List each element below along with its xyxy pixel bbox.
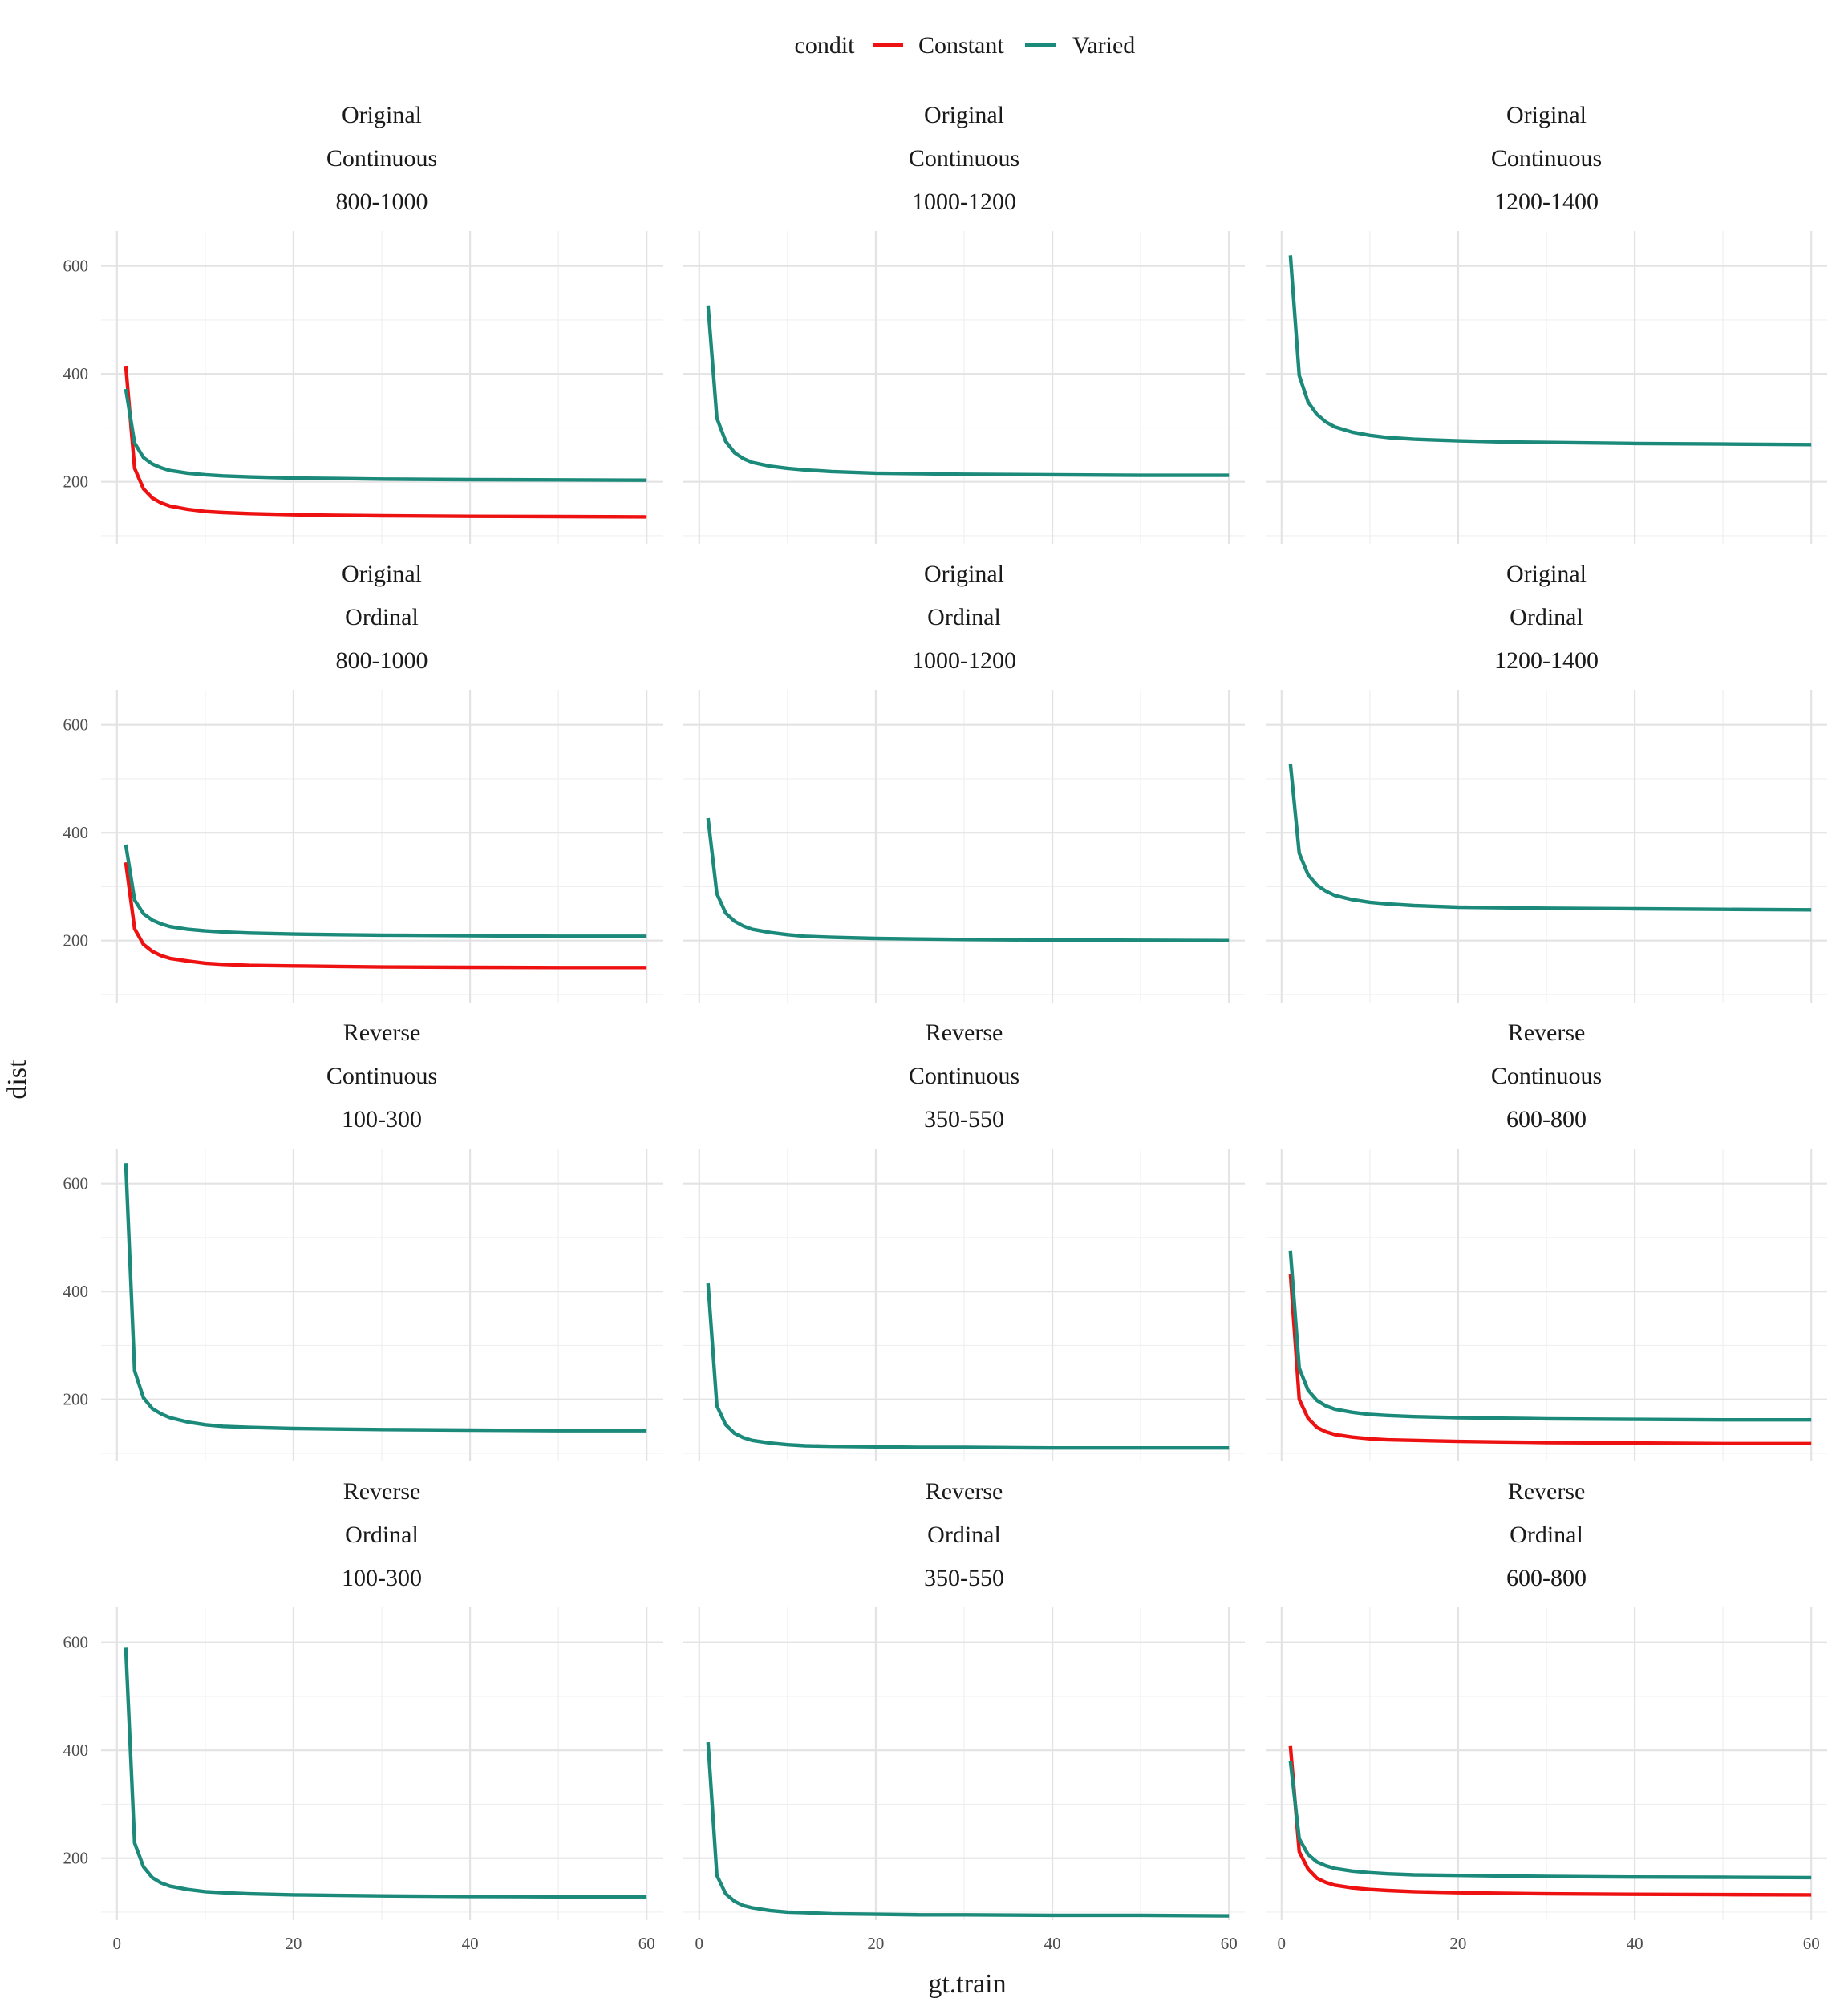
y-tick-label: 600 <box>63 715 89 735</box>
strip-label: Original <box>924 561 1004 587</box>
x-tick-label: 60 <box>1221 1934 1238 1953</box>
y-tick-label: 200 <box>63 931 89 950</box>
series-line-varied <box>1288 763 1812 912</box>
x-tick-label: 60 <box>1803 1934 1820 1953</box>
x-tick-label: 0 <box>1278 1934 1287 1953</box>
y-tick-label: 200 <box>63 472 89 492</box>
strip-label: Original <box>342 561 422 587</box>
strip-label: Original <box>342 102 422 128</box>
strip-label: Ordinal <box>345 604 419 630</box>
facet-panel: Reverse Ordinal 350-550 0 20 40 60 <box>683 1478 1245 1953</box>
series-line-varied <box>124 1647 647 1899</box>
strip-label: Continuous <box>909 1063 1019 1089</box>
series-line-constant <box>1288 1745 1812 1897</box>
strip-label: Continuous <box>909 145 1019 172</box>
x-tick-label: 20 <box>1449 1934 1466 1953</box>
series-line-constant <box>124 365 647 519</box>
y-tick-label: 600 <box>63 1633 89 1652</box>
x-tick-label: 60 <box>638 1934 655 1953</box>
strip-label: Ordinal <box>1510 604 1583 630</box>
series-line-varied <box>706 1741 1230 1918</box>
facet-panel: Original Continuous 1000-1200 <box>683 102 1245 544</box>
strip-label: 600-800 <box>1506 1106 1587 1133</box>
y-tick-label: 200 <box>63 1390 89 1409</box>
strip-label: Reverse <box>343 1019 421 1046</box>
strip-label: Ordinal <box>927 1522 1001 1548</box>
y-tick-label: 400 <box>63 1741 89 1760</box>
legend: condit Constant Varied <box>795 32 1136 59</box>
strip-label: Reverse <box>1508 1019 1586 1046</box>
facet-panel: Original Continuous 800-1000 200 400 600 <box>63 102 663 544</box>
series-line-constant <box>124 861 647 970</box>
strip-label: Ordinal <box>1510 1522 1583 1548</box>
x-tick-label: 20 <box>867 1934 884 1953</box>
strip-label: Reverse <box>1508 1478 1586 1505</box>
series-line-varied <box>1288 1761 1812 1880</box>
strip-label: Ordinal <box>345 1522 419 1548</box>
strip-label: Reverse <box>926 1478 1003 1505</box>
y-tick-label: 400 <box>63 823 89 842</box>
series-line-varied <box>706 1283 1230 1450</box>
series-line-varied <box>706 817 1230 942</box>
facet-panel: Original Continuous 1200-1400 <box>1266 102 1827 544</box>
strip-label: Continuous <box>1491 145 1602 172</box>
strip-label: 1200-1400 <box>1494 188 1599 215</box>
facet-panel: Original Ordinal 800-1000 200 400 600 <box>63 561 663 1003</box>
series-line-varied <box>1288 255 1812 447</box>
strip-label: 1000-1200 <box>912 188 1016 215</box>
y-tick-label: 400 <box>63 1282 89 1301</box>
facet-panel: Original Ordinal 1000-1200 <box>683 561 1245 1003</box>
strip-label: Reverse <box>926 1019 1003 1046</box>
series-line-varied <box>124 844 647 938</box>
y-tick-label: 400 <box>63 364 89 383</box>
facet-panel: Reverse Continuous 600-800 <box>1266 1019 1827 1461</box>
facet-panels: OriginalContinuous800-1000200400600Origi… <box>63 102 1827 1953</box>
facet-panel: Reverse Continuous 100-300 200 400 600 <box>63 1019 663 1461</box>
strip-label: 350-550 <box>924 1106 1004 1133</box>
y-tick-label: 600 <box>63 257 89 276</box>
series-line-constant <box>1288 1273 1812 1446</box>
y-tick-label: 200 <box>63 1849 89 1868</box>
y-tick-label: 600 <box>63 1174 89 1194</box>
strip-label: Continuous <box>326 1063 437 1089</box>
legend-title: condit <box>795 32 856 59</box>
strip-label: 100-300 <box>342 1106 422 1133</box>
strip-label: 800-1000 <box>336 647 428 674</box>
strip-label: 800-1000 <box>336 188 428 215</box>
x-tick-label: 0 <box>695 1934 704 1953</box>
x-tick-label: 0 <box>113 1934 122 1953</box>
facet-panel: Reverse Continuous 350-550 <box>683 1019 1245 1461</box>
strip-label: Original <box>924 102 1004 128</box>
strip-label: Original <box>1506 561 1587 587</box>
x-axis-title: gt.train <box>928 1969 1006 1999</box>
x-tick-label: 40 <box>1044 1934 1061 1953</box>
strip-label: 350-550 <box>924 1565 1004 1591</box>
strip-label: 1000-1200 <box>912 647 1016 674</box>
strip-label: 1200-1400 <box>1494 647 1599 674</box>
x-tick-label: 40 <box>1627 1934 1643 1953</box>
strip-label: Continuous <box>326 145 437 172</box>
facet-panel: Reverse Ordinal 100-300 200 400 600 0 20 40 60 <box>63 1478 663 1953</box>
strip-label: 100-300 <box>342 1565 422 1591</box>
legend-label-varied: Varied <box>1072 32 1135 59</box>
strip-label: Original <box>1506 102 1587 128</box>
strip-label: Ordinal <box>927 604 1001 630</box>
series-line-varied <box>124 1163 647 1433</box>
legend-label-constant: Constant <box>918 32 1004 59</box>
x-tick-label: 20 <box>285 1934 302 1953</box>
y-axis-title: dist <box>2 1060 32 1100</box>
facet-panel: Original Ordinal 1200-1400 <box>1266 561 1827 1003</box>
x-tick-label: 40 <box>462 1934 479 1953</box>
series-line-varied <box>706 305 1230 477</box>
facet-panel: Reverse Ordinal 600-800 0 20 40 60 <box>1266 1478 1827 1953</box>
series-line-varied <box>1288 1250 1812 1422</box>
strip-label: Reverse <box>343 1478 421 1505</box>
strip-label: 600-800 <box>1506 1565 1587 1591</box>
series-line-varied <box>124 388 647 482</box>
strip-label: Continuous <box>1491 1063 1602 1089</box>
